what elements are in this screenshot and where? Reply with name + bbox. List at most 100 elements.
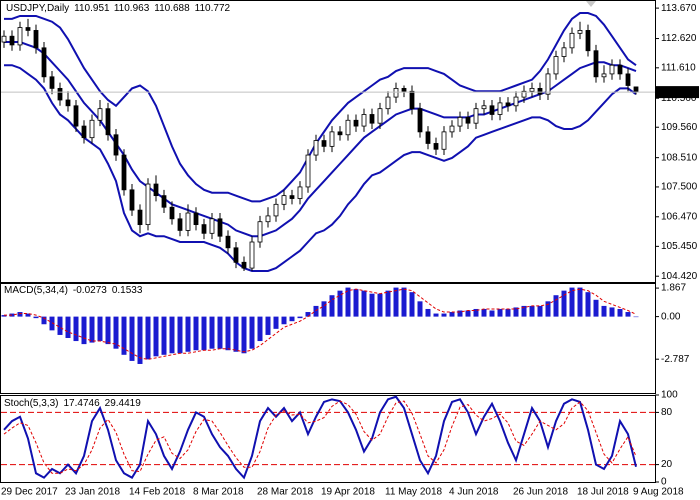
histogram-bar [577, 287, 583, 317]
histogram-bar [81, 316, 87, 345]
histogram-bar [225, 316, 231, 351]
candle-body [41, 47, 47, 78]
y-tick-label: 107.500 [661, 182, 698, 193]
header-title: MACD(5,34,4) [4, 285, 68, 296]
header-ohlc: 110.688 [154, 3, 190, 14]
histogram-bar [153, 316, 159, 357]
histogram-bar [609, 307, 615, 317]
candle-body [569, 32, 575, 49]
candle-body [233, 247, 239, 263]
header-ohlc: 110.963 [114, 3, 150, 14]
candle-body [481, 105, 487, 110]
histogram-bar [25, 313, 31, 317]
histogram-bar [177, 316, 183, 354]
histogram-bar [497, 308, 503, 317]
candle-body [321, 140, 327, 147]
current-price-label: 110.772 [659, 87, 695, 98]
candle-body [289, 195, 295, 199]
candle-body [209, 218, 215, 234]
histogram-bar [297, 316, 303, 319]
histogram-bar [89, 316, 95, 343]
histogram-bar [401, 287, 407, 317]
candle-body [433, 143, 439, 150]
histogram-bar [249, 316, 255, 349]
candle-body [577, 30, 583, 34]
candle-body [113, 134, 119, 156]
y-tick-label: 106.470 [661, 211, 698, 222]
histogram-bar [233, 316, 239, 352]
candle-body [249, 241, 255, 269]
candle-body [337, 131, 343, 136]
histogram-bar [593, 299, 599, 317]
candle-body [393, 87, 399, 98]
x-tick-label: 28 Mar 2018 [257, 487, 314, 498]
x-tick-label: 19 Apr 2018 [321, 487, 375, 498]
histogram-bar [433, 313, 439, 317]
y-tick-label: 104.420 [661, 271, 698, 282]
candle-body [25, 27, 31, 31]
histogram-bar [537, 305, 543, 317]
candle-body [537, 87, 543, 95]
candle-body [465, 116, 471, 124]
stoch-header: Stoch(5,3,3) 17.4746 29.4419 [4, 398, 141, 409]
histogram-bar [361, 290, 367, 317]
candle-body [633, 86, 639, 93]
candle-body [217, 218, 223, 237]
candle-body [513, 96, 519, 107]
header-ohlc: 110.951 [74, 3, 110, 14]
histogram-bar [585, 292, 591, 317]
candle-body [425, 131, 431, 144]
histogram-bar [393, 287, 399, 317]
candle-body [361, 114, 367, 127]
histogram-bar [449, 312, 455, 317]
histogram-bar [409, 292, 415, 317]
candle-body [1, 35, 7, 43]
candle-body [89, 119, 95, 139]
x-tick-label: 14 Feb 2018 [129, 487, 186, 498]
candle-body [33, 30, 39, 49]
candle-body [385, 96, 391, 110]
histogram-bar [113, 316, 119, 349]
histogram-bar [545, 301, 551, 317]
stoch-panel-frame [0, 395, 656, 483]
histogram-bar [465, 310, 471, 317]
candle-body [305, 154, 311, 188]
candle-body [345, 119, 351, 136]
y-tick-label: 112.620 [661, 33, 697, 44]
histogram-bar [129, 316, 135, 361]
histogram-bar [49, 316, 55, 331]
candle-body [585, 30, 591, 52]
candle-body [561, 47, 567, 57]
candle-body [201, 224, 207, 234]
candle-body [193, 212, 199, 226]
candle-body [9, 35, 15, 46]
histogram-bar [217, 316, 223, 349]
y-tick-label: 110.560 [661, 93, 697, 104]
y-tick-label: 109.560 [661, 122, 698, 133]
histogram-bar [161, 316, 167, 355]
candle-body [73, 105, 79, 127]
histogram-bar [273, 316, 279, 329]
candle-body [401, 87, 407, 92]
y-tick-label: 0 [661, 477, 667, 488]
candle-body [417, 108, 423, 133]
macd-panel-frame [0, 283, 656, 394]
candle-body [225, 235, 231, 249]
x-tick-label: 26 Jun 2018 [513, 487, 568, 498]
candle-body [625, 73, 631, 86]
histogram-bar [313, 305, 319, 317]
indicator-line [4, 64, 637, 272]
histogram-bar [17, 312, 23, 317]
y-tick-label: 80 [661, 407, 673, 418]
y-tick-label: 100 [661, 390, 678, 401]
x-tick-label: 29 Dec 2017 [1, 487, 58, 498]
histogram-bar [201, 316, 207, 351]
header-title: USDJPY,Daily [6, 3, 69, 14]
header-title: Stoch(5,3,3) [4, 398, 58, 409]
signal-line [4, 288, 637, 360]
candle-body [137, 209, 143, 226]
y-tick-label: 0.00 [661, 311, 681, 322]
candle-body [601, 73, 607, 78]
y-tick-label: 111.610 [661, 62, 696, 73]
